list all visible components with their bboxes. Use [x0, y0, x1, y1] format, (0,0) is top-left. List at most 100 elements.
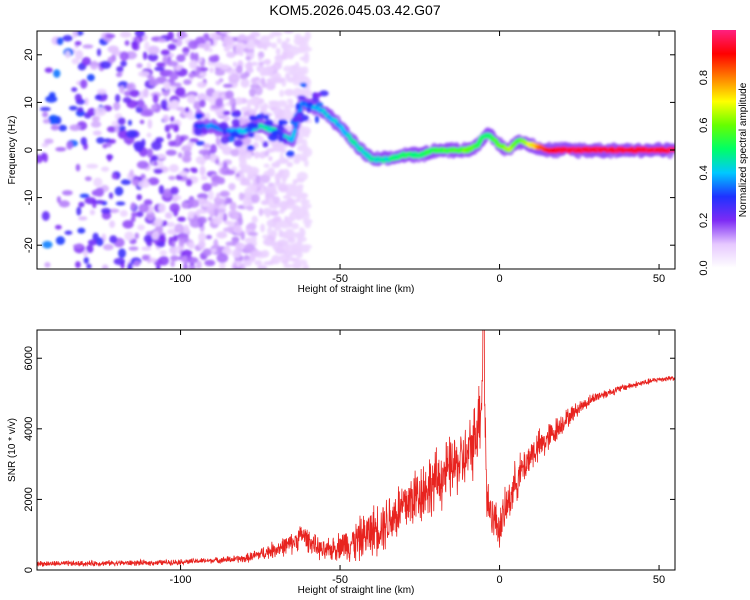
spectrogram-noise-blob [54, 224, 62, 230]
spectrogram-x-tick-label: -50 [332, 273, 348, 285]
spectrogram-noise-blob [286, 98, 293, 104]
spectrogram-ridge-blob [231, 118, 241, 127]
spectrogram-noise-blob [106, 125, 118, 133]
spectrogram-noise-blob [282, 231, 288, 239]
spectrogram-noise-blob [101, 264, 109, 269]
spectrogram-noise-blob [213, 208, 219, 218]
spectrogram-ridge-blob [222, 128, 228, 136]
spectrogram-noise-blob [166, 132, 172, 140]
spectrogram-noise-blob [75, 163, 81, 172]
spectrogram-noise-blob [176, 54, 186, 63]
spectrogram-noise-blob [229, 201, 237, 211]
spectrogram-noise-blob [109, 235, 118, 244]
spectrogram-noise-blob [138, 71, 150, 77]
spectrogram-noise-blob [258, 61, 264, 66]
colorbar-ticks: 0.0 0.2 0.4 0.6 0.8 [698, 70, 710, 276]
spectrogram-noise-blob [271, 217, 281, 223]
spectrogram-x-tick-label: -100 [170, 273, 192, 285]
spectrogram-noise-blob [174, 89, 184, 95]
spectrogram-noise-blob [178, 239, 185, 247]
spectrogram-noise-blob [208, 55, 219, 63]
spectrogram-noise-blob [189, 138, 199, 143]
snr-y-tick-label: 4000 [23, 417, 35, 441]
spectrogram-noise-blob [293, 157, 301, 165]
spectrogram-noise-blob [44, 67, 53, 73]
spectrogram-noise-blob [176, 106, 185, 111]
spectrogram-noise-blob [272, 143, 284, 153]
spectrogram-noise-blob [195, 260, 202, 269]
spectrogram-noise-blob [248, 108, 258, 114]
spectrogram-noise-blob [216, 231, 228, 239]
spectrogram-ylabel: Frequency (Hz) [7, 116, 18, 185]
spectrogram-noise-blob [39, 106, 51, 112]
spectrogram-noise-blob [156, 241, 166, 248]
spectrogram-xlabel: Height of straight line (km) [298, 284, 415, 295]
colorbar-tick-label: 0.6 [698, 118, 710, 133]
spectrogram-noise-blob [111, 173, 118, 180]
spectrogram-ridge-blob [312, 96, 320, 103]
spectrogram-ridge-blob [247, 122, 257, 130]
spectrogram-noise-blob [235, 173, 240, 178]
spectrogram-noise-blob [216, 192, 221, 203]
spectrogram-noise-blob [258, 151, 266, 159]
spectrogram-noise-blob [158, 203, 167, 214]
spectrogram-noise-blob [114, 124, 120, 133]
spectrogram-noise-blob [133, 141, 145, 150]
snr-x-tick-label: -50 [332, 574, 348, 586]
spectrogram-noise-blob [210, 181, 219, 187]
spectrogram-noise-blob [115, 201, 126, 206]
spectrogram-noise-blob [171, 240, 176, 247]
spectrogram-noise-blob [220, 64, 231, 70]
spectrogram-noise-blob [177, 216, 186, 222]
colorbar-tick-label: 0.2 [698, 213, 710, 228]
spectrogram-noise-blob [271, 254, 281, 265]
spectrogram-noise-blob [119, 85, 125, 94]
spectrogram-noise-blob [137, 98, 144, 109]
spectrogram-noise-blob [116, 66, 124, 73]
spectrogram-ridge-blob [194, 113, 203, 120]
spectrogram-noise-blob [160, 49, 171, 56]
spectrogram-noise-blob [87, 107, 97, 117]
spectrogram-noise-blob [80, 136, 88, 146]
spectrogram-noise-blob [169, 116, 175, 122]
spectrogram-noise-blob [291, 222, 300, 230]
spectrogram-noise-blob [197, 93, 208, 103]
spectrogram-noise-blob [235, 45, 244, 56]
spectrogram-noise-blob [193, 101, 202, 110]
spectrogram-noise-blob [169, 71, 179, 81]
spectrogram-noise-blob [141, 246, 152, 251]
spectrogram-noise-blob [141, 254, 150, 261]
spectrogram-noise-blob [219, 31, 232, 34]
spectrogram-noise-blob [278, 184, 289, 193]
spectrogram-noise-blob [272, 196, 281, 204]
snr-x-tick-label: 0 [496, 574, 502, 586]
spectrogram-noise-blob [172, 196, 178, 203]
spectrogram-noise-blob [264, 67, 269, 76]
spectrogram-noise-blob [297, 45, 307, 52]
spectrogram-noise-blob [243, 259, 253, 267]
spectrogram-noise-blob [209, 152, 217, 162]
spectrogram-ridge-blob [248, 133, 255, 138]
spectrogram-noise-blob [190, 51, 196, 61]
spectrogram-noise-blob [248, 166, 260, 176]
spectrogram-noise-blob [246, 67, 254, 74]
spectrogram-noise-blob [37, 154, 44, 164]
spectrogram-noise-blob [287, 197, 295, 206]
spectrogram-x-tick-label: 50 [653, 273, 665, 285]
spectrogram-noise-blob [64, 230, 73, 235]
spectrogram-noise-blob [86, 73, 95, 82]
spectrogram-noise-blob [285, 37, 290, 43]
spectrogram-noise-blob [142, 51, 148, 60]
spectrogram-noise-blob [151, 140, 162, 151]
spectrogram-noise-blob [252, 142, 259, 149]
spectrogram-noise-blob [304, 31, 312, 41]
spectrogram-noise-blob [268, 198, 274, 206]
spectrogram-noise-blob [102, 244, 114, 251]
spectrogram-ridge-blob [306, 106, 312, 113]
spectrogram-noise-blob [181, 201, 190, 209]
spectrogram-noise-blob [55, 236, 66, 245]
spectrogram-noise-blob [226, 51, 236, 59]
spectrogram-noise-blob [77, 227, 86, 234]
spectrogram-y-tick-label: 0 [23, 147, 35, 153]
snr-panel: -100 -50 0 50 0 2000 4000 6000 Height of straig… [7, 329, 676, 596]
